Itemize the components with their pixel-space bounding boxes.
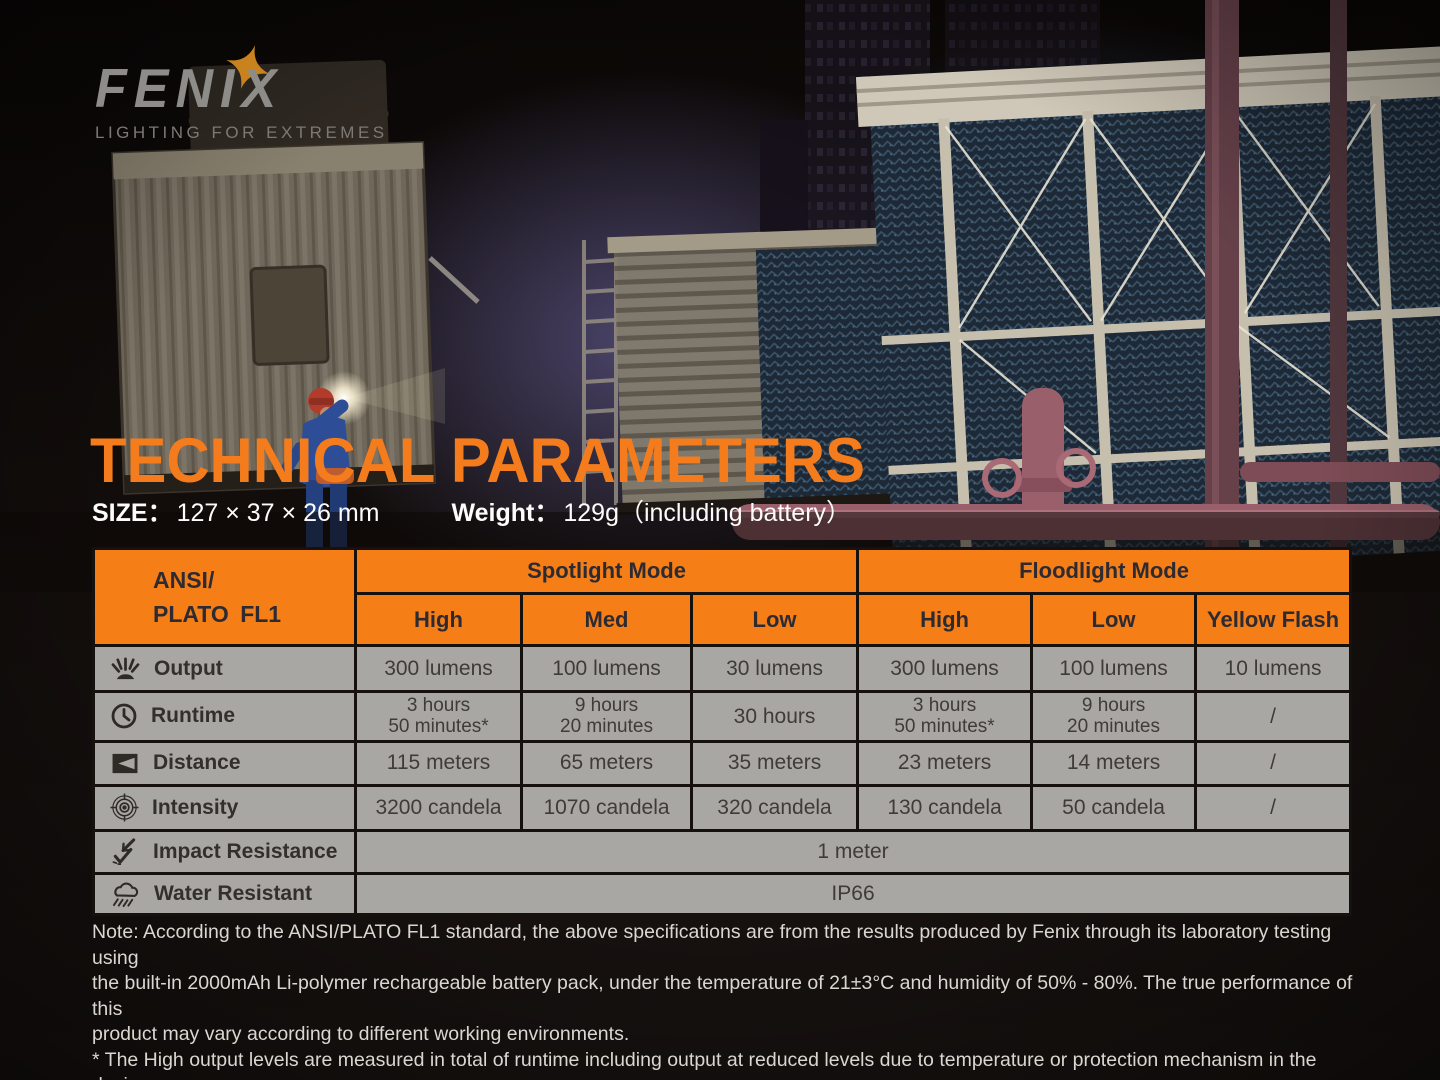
spec-cell: 50 candela [1030,783,1198,832]
intensity-target-icon [110,793,139,822]
row-label: Intensity [152,795,239,819]
table-subheader-row: High Med Low High Low Yellow Flash [94,592,1353,647]
weight-label: Weight： [451,499,560,527]
col-header-spot-med: Med [520,592,693,647]
spec-cell: / [1194,783,1353,832]
brand-name: FENIX [95,58,284,120]
col-header-yellow-flash: Yellow Flash [1194,592,1353,647]
spec-cell: 1070 candela [520,783,693,832]
table-row-water-resistant: Water Resistant IP66 [92,871,1353,916]
col-header-spot-low: Low [689,592,860,647]
spec-cell: 9 hours 20 minutes [520,690,693,743]
note-line: the built-in 2000mAh Li-polymer recharge… [92,972,1353,1020]
spec-cell: 130 candela [856,783,1034,832]
impact-resistance-icon [110,838,140,866]
spec-cell: 10 lumens [1194,644,1353,693]
spec-cell: 100 lumens [520,644,693,693]
spec-cell: 23 meters [856,739,1034,787]
table-group-header-row: ANSI/ PLATO FL1 Spotlight Mode Floodligh… [92,547,1353,647]
table-corner-header: ANSI/ PLATO FL1 [92,547,357,647]
spec-cell: 300 lumens [354,644,523,693]
note-line: Note: According to the ANSI/PLATO FL1 st… [92,921,1332,969]
four-point-star-icon [226,45,270,89]
table-row-distance: Distance 115 meters 65 meters 35 meters … [92,739,1353,787]
spec-cell: 320 candela [689,783,860,832]
page-title: TECHNICAL PARAMETERS [90,425,865,496]
table-row-impact-resistance: Impact Resistance 1 meter [92,828,1353,875]
group-header-floodlight: Floodlight Mode [856,547,1353,595]
light-output-icon [110,655,141,682]
spec-cell: 35 meters [689,739,860,787]
row-label: Output [154,656,223,680]
size-value: 127 × 37 × 26 mm [176,499,380,527]
spec-cell: / [1194,690,1353,743]
spec-cell: 100 lumens [1030,644,1198,693]
spec-cell: 3200 candela [354,783,523,832]
row-label: Water Resistant [154,881,312,905]
table-row-intensity: Intensity 3200 candela 1070 candela 320 … [92,783,1353,832]
spec-cell-span: IP66 [353,871,1353,916]
spec-cell: 115 meters [354,739,523,787]
note-line: * The High output levels are measured in… [92,1048,1317,1080]
brand-logo: FENIX LIGHTING FOR EXTREMES [95,45,388,143]
size-weight-line: SIZE： 127 × 37 × 26 mm Weight： 129g（incl… [92,493,851,529]
spec-table: ANSI/ PLATO FL1 Spotlight Mode Floodligh… [92,547,1353,916]
spec-cell: / [1194,739,1353,787]
brand-tagline: LIGHTING FOR EXTREMES [95,123,388,142]
col-header-flood-low: Low [1030,592,1198,647]
weight-value: 129g（including battery） [563,499,852,527]
clock-icon [110,702,138,730]
group-header-spotlight: Spotlight Mode [353,547,860,595]
note-line: product may vary according to different … [92,1023,630,1045]
spec-cell-span: 1 meter [353,828,1353,875]
spec-cell: 30 lumens [689,644,860,693]
spec-cell: 30 hours [689,690,860,743]
row-label: Runtime [151,704,235,728]
spec-cell: 3 hours 50 minutes* [354,690,523,743]
spec-cell: 14 meters [1030,739,1198,787]
water-resistant-icon [110,880,141,908]
col-header-flood-high: High [856,592,1034,647]
size-label: SIZE： [92,499,173,527]
row-label: Distance [153,751,241,775]
beam-distance-icon [110,752,140,775]
corner-line-1: ANSI/ [153,566,215,593]
corner-line-2: PLATO FL1 [153,601,282,627]
spec-cell: 3 hours 50 minutes* [856,690,1034,743]
table-row-output: Output 300 lumens 100 lumens 30 lumens 3… [92,644,1353,693]
col-header-spot-high: High [354,592,523,647]
table-row-runtime: Runtime 3 hours 50 minutes* 9 hours 20 m… [92,690,1353,743]
spec-cell: 300 lumens [856,644,1034,693]
row-label: Impact Resistance [153,839,338,863]
spec-cell: 65 meters [520,739,693,787]
footnote-block: Note: According to the ANSI/PLATO FL1 st… [92,920,1360,1080]
spec-cell: 9 hours 20 minutes [1030,690,1198,743]
